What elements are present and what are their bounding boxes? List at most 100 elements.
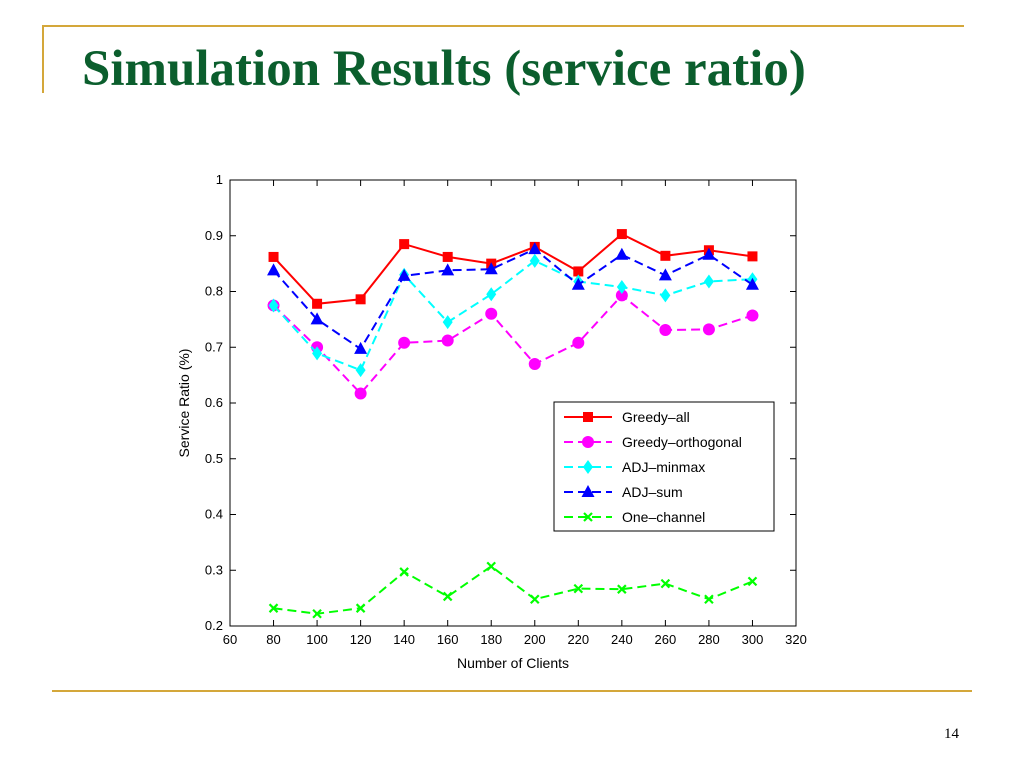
slide-title: Simulation Results (service ratio) <box>82 41 806 97</box>
data-point <box>486 287 497 302</box>
data-point <box>747 251 758 262</box>
data-point <box>268 298 279 313</box>
y-tick-label: 0.4 <box>205 507 223 522</box>
x-tick-label: 200 <box>524 632 546 647</box>
data-point <box>704 594 714 605</box>
page-number: 14 <box>944 726 959 742</box>
data-point <box>442 591 453 602</box>
x-tick-label: 140 <box>393 632 415 647</box>
x-tick-label: 180 <box>480 632 502 647</box>
data-point <box>268 251 279 262</box>
series-1 <box>267 289 759 400</box>
y-tick-label: 1 <box>216 172 223 187</box>
data-point <box>617 584 627 594</box>
y-tick-label: 0.3 <box>205 562 223 577</box>
data-point <box>660 288 671 303</box>
data-point <box>616 229 627 240</box>
data-point <box>746 309 759 322</box>
series-line <box>273 565 753 615</box>
y-tick-label: 0.9 <box>205 228 223 243</box>
data-point <box>573 266 584 277</box>
y-axis-label: Service Ratio (%) <box>176 349 192 458</box>
data-point <box>572 336 585 349</box>
y-tick-label: 0.8 <box>205 284 223 299</box>
x-tick-label: 300 <box>742 632 764 647</box>
x-axis-label: Number of Clients <box>457 655 569 671</box>
x-tick-label: 320 <box>785 632 807 647</box>
legend-marker <box>581 485 595 497</box>
x-tick-label: 80 <box>266 632 280 647</box>
data-point <box>529 594 540 605</box>
data-point <box>397 268 411 281</box>
data-point <box>441 334 454 347</box>
legend-label: ADJ–sum <box>622 484 683 500</box>
plot-frame <box>229 179 797 627</box>
x-tick-label: 280 <box>698 632 720 647</box>
data-point <box>355 294 366 305</box>
data-point <box>355 603 366 613</box>
data-point <box>573 583 584 594</box>
data-point <box>485 307 498 320</box>
service-ratio-chart: 0.2 0.3 0.4 0.5 0.6 0.7 0.8 0.9 1 60 80 100 120 140 1… <box>176 172 807 671</box>
series-3 <box>267 242 759 354</box>
legend-marker <box>583 512 593 522</box>
legend-label: Greedy–orthogonal <box>622 434 742 450</box>
x-tick-label: 120 <box>350 632 372 647</box>
x-tick-label: 160 <box>437 632 459 647</box>
data-point <box>268 603 279 613</box>
data-point <box>658 268 672 281</box>
series-2 <box>268 253 758 378</box>
legend-marker <box>583 460 593 474</box>
data-point <box>659 323 672 336</box>
data-point <box>354 387 367 400</box>
data-point <box>399 239 410 250</box>
series-layer <box>267 229 759 619</box>
series-line <box>272 259 753 372</box>
data-point <box>486 561 497 572</box>
data-point <box>615 289 628 302</box>
data-point <box>312 608 322 619</box>
side-rule <box>42 25 44 93</box>
x-tick-label: 100 <box>306 632 328 647</box>
y-tick-label: 0.7 <box>205 339 223 354</box>
bottom-rule <box>52 690 972 692</box>
legend-marker <box>583 412 593 422</box>
data-point <box>616 280 627 295</box>
data-point <box>528 242 542 255</box>
data-point <box>310 312 324 325</box>
data-point <box>484 262 498 275</box>
x-tick-label: 260 <box>655 632 677 647</box>
top-rule <box>42 25 964 27</box>
y-tick-label: 0.6 <box>205 395 223 410</box>
data-point <box>702 323 715 336</box>
legend-marker <box>582 436 594 448</box>
x-axis: 60 80 100 120 140 160 180 200 220 240 260 280 300 320 <box>223 180 807 647</box>
data-point <box>441 263 455 276</box>
data-point <box>442 251 453 262</box>
legend: Greedy–all Greedy–orthogonal ADJ–minmax ADJ… <box>553 401 775 532</box>
data-point <box>747 576 758 587</box>
data-point <box>399 567 409 577</box>
x-tick-label: 60 <box>223 632 237 647</box>
data-point <box>745 277 759 290</box>
series-4 <box>268 561 758 619</box>
data-point <box>442 315 453 330</box>
y-axis: 0.2 0.3 0.4 0.5 0.6 0.7 0.8 0.9 1 <box>205 172 796 633</box>
data-point <box>615 247 629 260</box>
y-tick-label: 0.5 <box>205 451 223 466</box>
data-point <box>571 277 585 290</box>
data-point <box>702 247 716 260</box>
legend-label: ADJ–minmax <box>622 459 705 475</box>
data-point <box>312 346 323 361</box>
x-tick-label: 240 <box>611 632 633 647</box>
data-point <box>703 274 714 289</box>
data-point <box>312 298 323 309</box>
data-point <box>398 336 411 349</box>
data-point <box>660 578 671 589</box>
data-point <box>354 341 368 354</box>
legend-label: One–channel <box>622 509 705 525</box>
data-point <box>355 363 366 378</box>
data-point <box>267 263 281 276</box>
data-point <box>660 250 671 261</box>
y-tick-label: 0.2 <box>205 618 223 633</box>
